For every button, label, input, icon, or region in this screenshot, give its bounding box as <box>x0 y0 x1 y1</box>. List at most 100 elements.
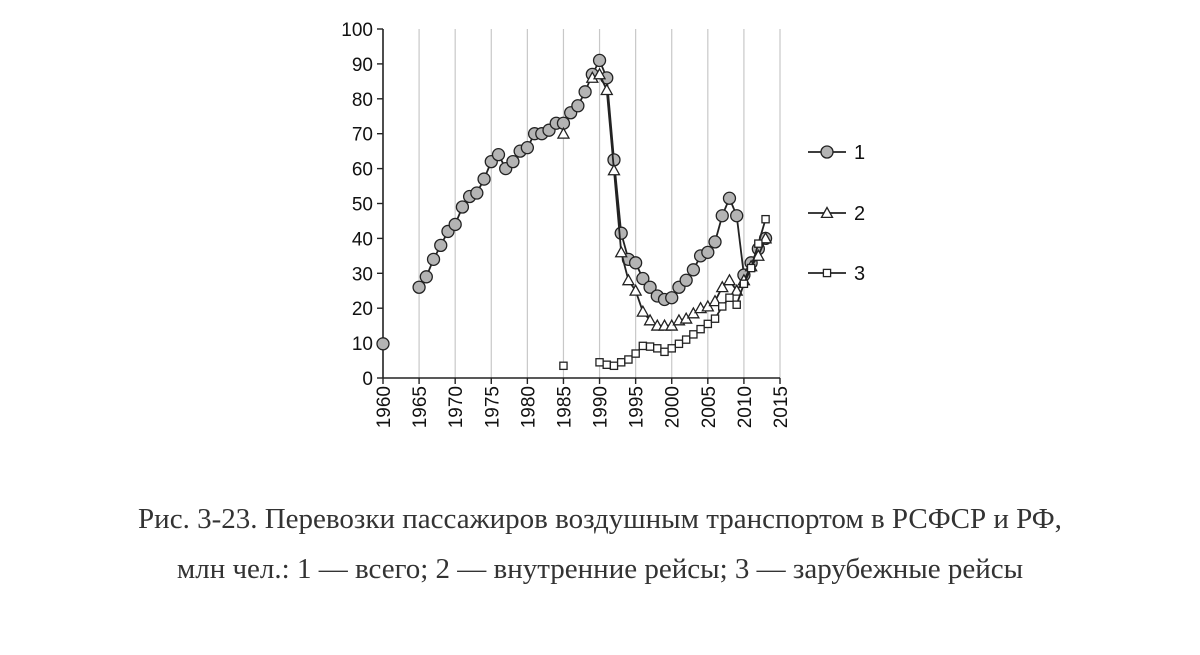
x-tick-label-2015: 2015 <box>771 386 792 428</box>
series-1-point-1980 <box>520 141 535 155</box>
y-tick-label-20: 20 <box>352 299 373 320</box>
series-1-point-1996 <box>636 271 650 286</box>
series-1-point-1968 <box>434 238 448 253</box>
series-3 <box>559 214 770 371</box>
x-tick-label-2000: 2000 <box>663 386 684 428</box>
x-tick-label-1980: 1980 <box>518 386 539 428</box>
series-2-segment <box>613 170 623 253</box>
series-2-point-1993 <box>614 245 628 258</box>
series-3-point-2013 <box>761 214 770 224</box>
series-1-point-2005 <box>701 245 715 260</box>
series <box>376 53 773 371</box>
legend-label-1: 1 <box>854 142 865 164</box>
series-3-point-1995 <box>631 349 640 358</box>
series-3-point-2012 <box>754 239 763 248</box>
series-3-point-2006 <box>710 314 720 323</box>
y-tick-label-100: 100 <box>341 20 373 41</box>
x-tick-label-1975: 1975 <box>482 386 503 428</box>
y-tick-label-70: 70 <box>352 125 373 146</box>
series-3-point-2008 <box>725 293 734 302</box>
series-2-point-2008 <box>722 273 737 286</box>
series-3-point-1991 <box>602 360 612 369</box>
legend-marker-3 <box>822 268 832 278</box>
series-3-point-2011 <box>746 263 756 273</box>
series-1-point-2007 <box>715 209 729 223</box>
x-tick-label-1970: 1970 <box>446 386 467 428</box>
x-tick-label-2010: 2010 <box>735 386 756 428</box>
series-1-point-1973 <box>470 186 484 200</box>
y-tick-label-50: 50 <box>352 195 373 216</box>
series-1-point-1990 <box>592 53 607 68</box>
grid <box>418 29 781 378</box>
legend-label-2: 2 <box>854 203 865 225</box>
series-2-point-1991 <box>600 83 614 96</box>
series-3-point-1993 <box>616 358 626 367</box>
legend-item-3: 3 <box>808 263 865 285</box>
series-1-point-1960 <box>376 337 390 351</box>
series-1-point-1978 <box>506 154 520 169</box>
series-2-point-1996 <box>636 304 650 317</box>
axes: 0 10 20 30 40 50 60 70 80 90 100 1960 1965 1970 1975 19… <box>341 20 792 428</box>
series-2-point-1990 <box>592 67 607 80</box>
series-1-point-2000 <box>665 291 679 305</box>
figure-caption-line-2: млн чел.: 1 — всего; 2 — внутренние рейс… <box>176 553 1024 585</box>
legend: 1 2 3 <box>808 142 865 285</box>
series-3-point-1998 <box>653 344 662 353</box>
series-1-point-1995 <box>628 256 643 270</box>
series-1-point-1976 <box>491 147 506 162</box>
y-tick-label-90: 90 <box>352 55 373 76</box>
series-1-point-1987 <box>571 99 585 113</box>
series-2-point-2009 <box>730 283 744 296</box>
series-3-point-1994 <box>624 355 633 364</box>
y-tick-label-0: 0 <box>362 369 373 390</box>
series-2-point-2013 <box>758 231 773 244</box>
series-1-point-1965 <box>412 280 426 294</box>
series-3-point-2010 <box>739 279 749 289</box>
series-1-point-2002 <box>679 273 693 287</box>
series-3-point-1985 <box>559 361 568 371</box>
series-1-point-1971 <box>455 200 470 214</box>
series-3-point-2002 <box>681 335 691 344</box>
series-1-point-1988 <box>578 85 592 99</box>
series-2-point-2006 <box>708 294 722 307</box>
series-1-point-1966 <box>419 270 433 284</box>
legend-item-2: 2 <box>808 203 865 225</box>
legend-marker-2 <box>820 206 834 219</box>
series-1-point-2009 <box>730 209 744 223</box>
series-1-point-2003 <box>686 263 701 277</box>
x-tick-label-2005: 2005 <box>699 386 720 428</box>
legend-marker-1 <box>820 145 834 159</box>
series-3-point-2003 <box>689 330 698 339</box>
y-tick-label-80: 80 <box>352 90 373 111</box>
series-3-point-1996 <box>638 341 648 351</box>
series-1-point-2008 <box>722 191 737 205</box>
legend-item-1: 1 <box>808 142 865 164</box>
series-1-segment <box>735 215 745 276</box>
legend-label-3: 3 <box>854 263 865 285</box>
series-1-point-1997 <box>643 280 657 294</box>
series-3-point-1992 <box>609 361 619 371</box>
series-3-point-2009 <box>732 300 741 309</box>
y-tick-label-10: 10 <box>352 334 373 355</box>
series-2-point-1997 <box>643 313 657 326</box>
series-3-point-2007 <box>718 302 727 311</box>
series-1-point-1967 <box>426 252 441 266</box>
series-2-point-1995 <box>629 283 643 296</box>
series-3-point-2005 <box>703 319 713 329</box>
x-tick-label-1965: 1965 <box>410 386 431 428</box>
series-3-point-1997 <box>645 342 655 351</box>
series-1-point-1970 <box>448 217 462 232</box>
x-tick-label-1995: 1995 <box>627 386 648 428</box>
series-1-point-1993 <box>614 226 628 240</box>
passenger-air-transport-chart: 0 10 20 30 40 50 60 70 80 90 100 1960 1965 1970 1975 19… <box>341 20 865 428</box>
series-3-point-2004 <box>696 324 705 334</box>
y-tick-label-40: 40 <box>352 229 373 250</box>
series-3-point-2001 <box>674 339 684 349</box>
series-2-point-1994 <box>621 273 636 286</box>
series-3-point-1990 <box>595 358 604 367</box>
series-1-point-2006 <box>708 235 722 249</box>
series-2-point-1985 <box>556 126 571 139</box>
x-tick-label-1960: 1960 <box>374 386 395 428</box>
series-2 <box>556 67 773 331</box>
series-3-point-2000 <box>667 344 676 353</box>
